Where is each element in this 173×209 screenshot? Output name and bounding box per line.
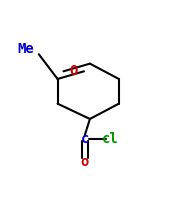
- Text: c: c: [81, 131, 89, 145]
- Text: cl: cl: [102, 131, 119, 145]
- Text: O: O: [70, 64, 78, 78]
- Text: o: o: [81, 154, 89, 168]
- Text: Me: Me: [18, 42, 34, 56]
